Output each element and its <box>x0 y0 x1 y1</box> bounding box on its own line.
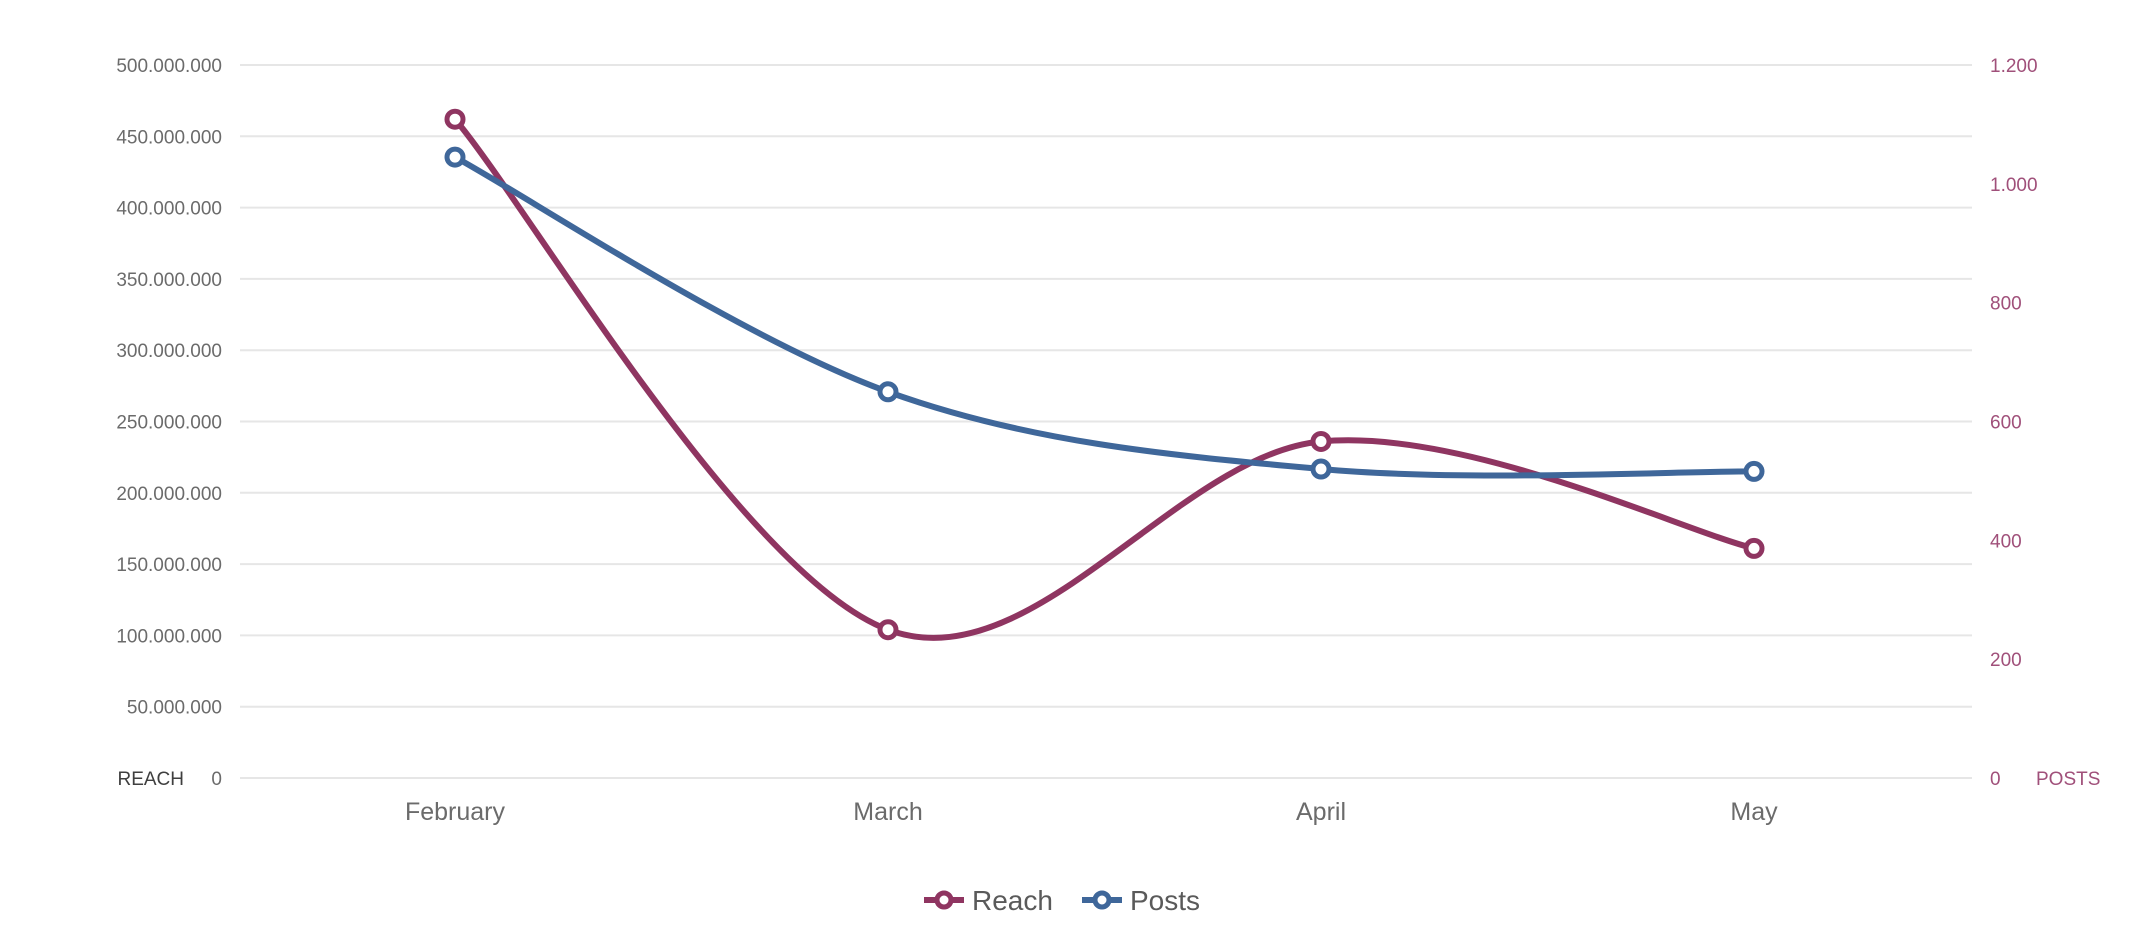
x-axis-ticks: February March April May <box>405 798 1778 826</box>
left-tick-label: 350.000.000 <box>116 270 222 291</box>
series-line-reach <box>452 116 1757 641</box>
left-axis-title: REACH <box>117 769 184 790</box>
left-tick-label: 150.000.000 <box>116 555 222 576</box>
x-tick-label: March <box>853 798 922 826</box>
right-tick-label: 1.200 <box>1990 56 2038 77</box>
data-point-posts <box>1310 458 1332 480</box>
legend-swatch-posts-marker <box>1092 890 1112 910</box>
series-lines <box>444 108 1765 641</box>
right-tick-label: 600 <box>1990 413 2022 434</box>
data-point-reach <box>1310 430 1332 452</box>
left-tick-label: 450.000.000 <box>116 127 222 148</box>
left-tick-label: 500.000.000 <box>116 56 222 77</box>
series-posts <box>444 146 1765 482</box>
right-axis-ticks: 0 200 400 600 800 1.000 1.200 <box>1990 56 2038 790</box>
right-tick-label: 400 <box>1990 531 2022 552</box>
data-point-posts <box>1743 460 1765 482</box>
right-tick-label: 0 <box>1990 769 2001 790</box>
data-point-posts <box>877 381 899 403</box>
legend-item-posts[interactable]: Posts <box>1082 885 1200 916</box>
x-tick-label: April <box>1296 798 1346 826</box>
right-axis-title: POSTS <box>2036 769 2100 790</box>
data-point-reach <box>1743 537 1765 559</box>
legend-label-posts: Posts <box>1130 885 1200 916</box>
data-point-reach <box>877 619 899 641</box>
x-tick-label: May <box>1730 798 1778 826</box>
grid-lines <box>240 64 1972 779</box>
legend-item-reach[interactable]: Reach <box>924 885 1053 916</box>
legend-swatch-reach-marker <box>934 890 954 910</box>
left-tick-label: 100.000.000 <box>116 626 222 647</box>
left-tick-label: 400.000.000 <box>116 199 222 220</box>
left-axis-ticks: 0 50.000.000 100.000.000 150.000.000 200.000… <box>116 56 222 790</box>
legend[interactable]: Reach Posts <box>924 885 1200 916</box>
left-tick-label: 200.000.000 <box>116 484 222 505</box>
right-tick-label: 1.000 <box>1990 175 2038 196</box>
series-line-posts <box>452 154 1757 479</box>
left-tick-label: 0 <box>211 769 222 790</box>
left-tick-label: 250.000.000 <box>116 413 222 434</box>
left-tick-label: 300.000.000 <box>116 341 222 362</box>
x-tick-label: February <box>405 798 506 826</box>
legend-label-reach: Reach <box>972 885 1053 916</box>
data-point-posts <box>444 146 466 168</box>
right-tick-label: 200 <box>1990 650 2022 671</box>
right-tick-label: 800 <box>1990 294 2022 315</box>
series-reach <box>444 108 1765 641</box>
data-point-reach <box>444 108 466 130</box>
left-tick-label: 50.000.000 <box>127 698 222 719</box>
